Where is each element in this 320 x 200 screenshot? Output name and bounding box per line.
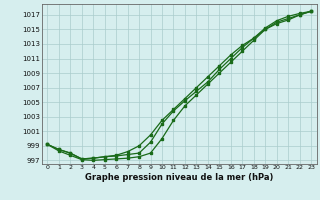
X-axis label: Graphe pression niveau de la mer (hPa): Graphe pression niveau de la mer (hPa)	[85, 173, 273, 182]
